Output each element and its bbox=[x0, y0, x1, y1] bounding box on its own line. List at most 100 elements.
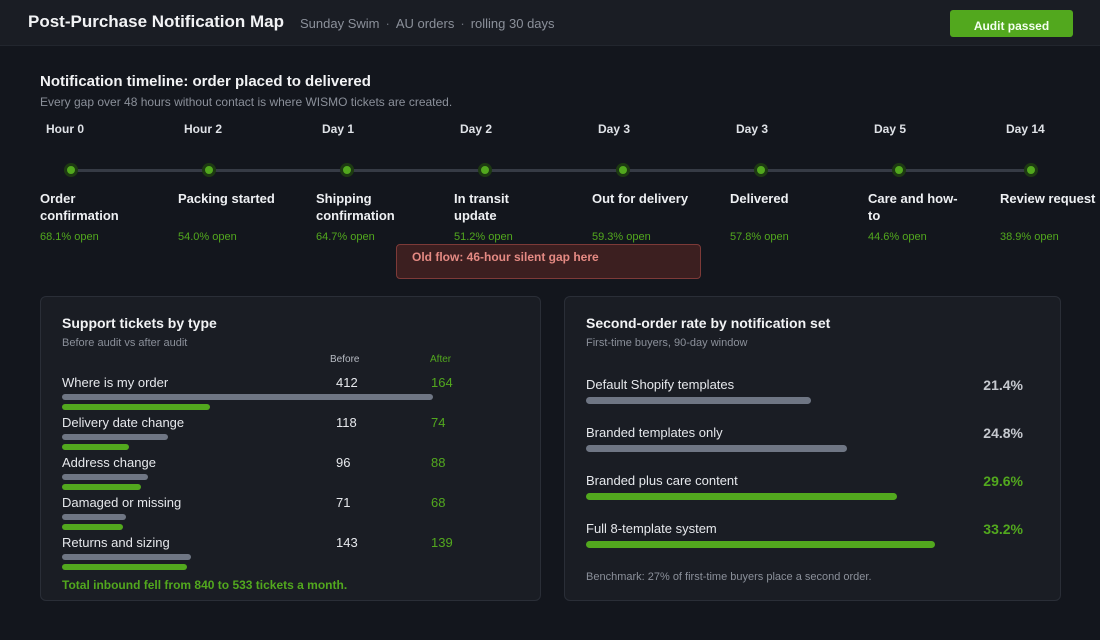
stage-dot bbox=[64, 163, 78, 177]
before-bar bbox=[62, 554, 191, 560]
stage-dot bbox=[616, 163, 630, 177]
ticket-before-count: 71 bbox=[336, 495, 351, 510]
stage-name: Out for delivery bbox=[592, 191, 689, 206]
crumb-separator: · bbox=[460, 16, 465, 31]
rate-bar bbox=[586, 493, 897, 500]
rate-value: 33.2% bbox=[983, 521, 1023, 537]
ticket-before-count: 118 bbox=[336, 415, 357, 430]
ticket-row: Address change 96 88 bbox=[62, 455, 522, 495]
stage-name: Shipping confirmation bbox=[316, 191, 395, 223]
tickets-card: Support tickets by type Before audit vs … bbox=[40, 296, 541, 601]
crumb-separator: · bbox=[385, 16, 390, 31]
tickets-footer: Total inbound fell from 840 to 533 ticke… bbox=[62, 578, 348, 592]
ticket-type: Address change bbox=[62, 455, 156, 470]
stage-open-rate: 64.7% open bbox=[316, 231, 375, 243]
rate-bar bbox=[586, 445, 847, 452]
ticket-before-count: 96 bbox=[336, 455, 351, 470]
ticket-row: Damaged or missing 71 68 bbox=[62, 495, 522, 535]
stage-day: Day 3 bbox=[736, 122, 769, 136]
stage-day: Hour 0 bbox=[46, 122, 85, 136]
timeline-track bbox=[70, 169, 1030, 172]
rates-card: Second-order rate by notification set Fi… bbox=[564, 296, 1061, 601]
rate-value: 21.4% bbox=[983, 377, 1023, 393]
ticket-type: Delivery date change bbox=[62, 415, 185, 430]
rate-label: Branded templates only bbox=[586, 425, 723, 440]
gap-callout: Old flow: 46-hour silent gap here bbox=[396, 244, 701, 279]
stage-name: Packing started bbox=[178, 191, 275, 206]
after-bar bbox=[62, 444, 129, 450]
stage-dot bbox=[1024, 163, 1038, 177]
crumb-period: rolling 30 days bbox=[470, 16, 555, 31]
ticket-row: Returns and sizing 143 139 bbox=[62, 535, 522, 575]
stage-open-rate: 68.1% open bbox=[40, 231, 99, 243]
stage-day: Day 2 bbox=[460, 122, 493, 136]
stage-name: Delivered bbox=[730, 191, 789, 206]
before-bar bbox=[62, 474, 148, 480]
stage-name: In transit update bbox=[454, 191, 509, 223]
stage-open-rate: 59.3% open bbox=[592, 231, 651, 243]
after-bar bbox=[62, 484, 141, 490]
rate-label: Branded plus care content bbox=[586, 473, 738, 488]
after-bar bbox=[62, 524, 123, 530]
rate-bar bbox=[586, 541, 935, 548]
ticket-after-count: 88 bbox=[431, 455, 446, 470]
stage-open-rate: 57.8% open bbox=[730, 231, 789, 243]
timeline-title: Notification timeline: order placed to d… bbox=[40, 73, 371, 90]
rate-row: Branded plus care content 29.6% bbox=[586, 473, 1026, 513]
top-bar: Post-Purchase Notification Map Sunday Sw… bbox=[0, 0, 1100, 46]
rate-bar bbox=[586, 397, 811, 404]
rate-row: Full 8-template system 33.2% bbox=[586, 521, 1026, 561]
audit-status-button[interactable]: Audit passed bbox=[950, 10, 1073, 37]
ticket-before-count: 143 bbox=[336, 535, 358, 550]
stage-dot bbox=[754, 163, 768, 177]
before-bar bbox=[62, 514, 126, 520]
rate-value: 29.6% bbox=[983, 473, 1023, 489]
ticket-after-count: 74 bbox=[431, 415, 446, 430]
benchmark-note: Benchmark: 27% of first-time buyers plac… bbox=[586, 571, 872, 583]
rate-value: 24.8% bbox=[983, 425, 1023, 441]
page-title: Post-Purchase Notification Map bbox=[28, 12, 284, 31]
stage-open-rate: 38.9% open bbox=[1000, 231, 1059, 243]
stage-name: Review request bbox=[1000, 191, 1096, 206]
stage-name: Order confirmation bbox=[40, 191, 119, 223]
ticket-before-count: 412 bbox=[336, 375, 358, 390]
ticket-type: Where is my order bbox=[62, 375, 169, 390]
stage-name: Care and how-to bbox=[868, 191, 958, 223]
rate-label: Full 8-template system bbox=[586, 521, 717, 536]
after-column-header: After bbox=[430, 354, 452, 365]
stage-dot bbox=[478, 163, 492, 177]
before-bar bbox=[62, 434, 168, 440]
ticket-after-count: 68 bbox=[431, 495, 446, 510]
ticket-row: Where is my order 412 164 bbox=[62, 375, 522, 415]
stage-dot bbox=[340, 163, 354, 177]
rates-subtitle: First-time buyers, 90-day window bbox=[586, 337, 748, 349]
timeline-subtitle: Every gap over 48 hours without contact … bbox=[40, 95, 453, 109]
crumb-region: AU orders bbox=[395, 16, 455, 31]
stage-dot bbox=[892, 163, 906, 177]
stage-open-rate: 51.2% open bbox=[454, 231, 513, 243]
stage-open-rate: 44.6% open bbox=[868, 231, 927, 243]
ticket-after-count: 139 bbox=[431, 535, 453, 550]
after-bar bbox=[62, 564, 187, 570]
rate-row: Default Shopify templates 21.4% bbox=[586, 377, 1026, 417]
rates-title: Second-order rate by notification set bbox=[586, 315, 831, 331]
stage-day: Day 5 bbox=[874, 122, 907, 136]
rate-label: Default Shopify templates bbox=[586, 377, 735, 392]
tickets-subtitle: Before audit vs after audit bbox=[62, 337, 188, 349]
stage-day: Day 14 bbox=[1006, 122, 1045, 136]
tickets-title: Support tickets by type bbox=[62, 315, 217, 331]
breadcrumb: Sunday Swim · AU orders · rolling 30 days bbox=[300, 16, 555, 31]
before-bar bbox=[62, 394, 433, 400]
stage-dot bbox=[202, 163, 216, 177]
ticket-row: Delivery date change 118 74 bbox=[62, 415, 522, 455]
rate-row: Branded templates only 24.8% bbox=[586, 425, 1026, 465]
ticket-after-count: 164 bbox=[431, 375, 453, 390]
stage-day: Day 3 bbox=[598, 122, 631, 136]
before-column-header: Before bbox=[330, 354, 360, 365]
ticket-type: Damaged or missing bbox=[62, 495, 182, 510]
ticket-type: Returns and sizing bbox=[62, 535, 170, 550]
stage-day: Day 1 bbox=[322, 122, 355, 136]
stage-day: Hour 2 bbox=[184, 122, 223, 136]
gap-callout-text: Old flow: 46-hour silent gap here bbox=[412, 250, 599, 264]
stage-open-rate: 54.0% open bbox=[178, 231, 237, 243]
